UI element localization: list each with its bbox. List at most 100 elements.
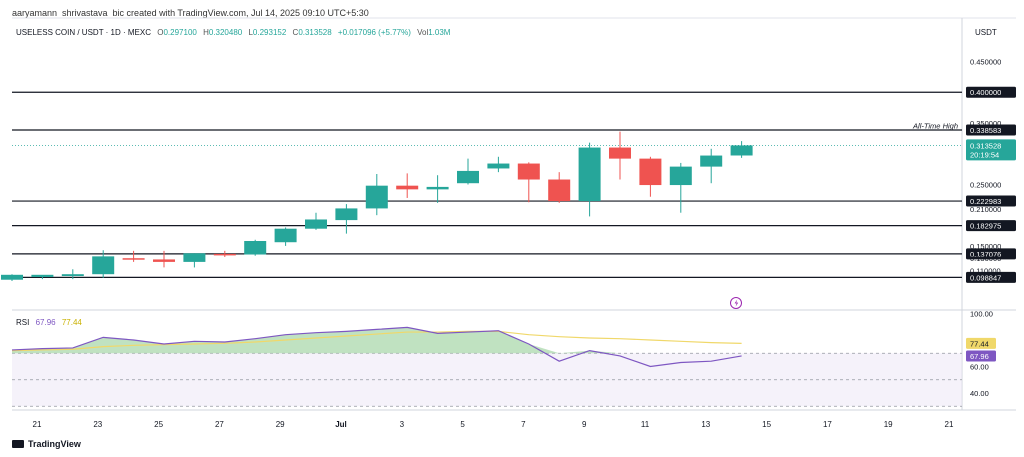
price-tick-label: 0.130000 [970,254,1001,263]
level-price-tag-label: 0.400000 [970,88,1001,97]
time-tick-label: 3 [400,420,405,429]
rsi-ma-tag [966,337,996,349]
low-value: 0.293152 [252,28,287,37]
candlestick-series [1,131,753,281]
open-label: O [157,28,164,37]
time-tick-label: 5 [460,420,465,429]
candle-body-up [31,274,54,277]
tradingview-logo-icon [12,440,24,448]
candle-body-down [639,158,662,186]
candle-body-up [365,185,388,209]
symbol-info-bar: USELESS COIN / USDT · 1D · MEXC O0.29710… [16,28,450,37]
time-tick-label: 13 [701,420,710,429]
rsi-ma-tag-label: 77.44 [970,339,989,348]
time-tick-label: 7 [521,420,526,429]
close-label: C [292,28,299,37]
level-price-tag [966,248,1016,260]
price-axis: 0.450000 0.350000 0.250000 0.210000 0.150000… [970,58,1001,276]
rsi-overbought-fill [12,327,742,354]
candle-body-up [1,274,23,280]
level-price-tag [966,195,1016,207]
price-tick-label: 0.210000 [970,205,1001,214]
time-tick-label: 21 [33,420,42,429]
candle-body-up [730,145,753,156]
volume-label: Vol [417,28,429,37]
symbol-name[interactable]: USELESS COIN / USDT · 1D · MEXC [16,28,151,37]
candle-body-up [92,256,115,275]
rsi-line [11,326,742,368]
candle-body-down [122,258,145,260]
volume-value: 1.03M [428,28,451,37]
high-label: H [203,28,209,37]
level-price-tag [966,271,1016,283]
rsi-legend: RSI 67.96 77.44 [16,318,82,327]
rsi-value-tag-label: 67.96 [970,352,989,361]
close-value: 0.313528 [298,28,332,37]
candle-body-up [335,208,358,221]
tradingview-logo[interactable]: TradingView [12,439,81,449]
rsi-label[interactable]: RSI [16,318,30,327]
level-price-tag-label: 0.338583 [970,126,1001,135]
rsi-ma-value: 77.44 [61,318,82,327]
level-price-tag-label: 0.137076 [970,250,1001,259]
candle-body-down [153,259,175,262]
price-grid [12,17,1016,411]
level-price-tag [966,124,1016,136]
rsi-pane: 100.00 60.00 40.00 77.44 67.96 [11,310,996,407]
candle-body-up [457,170,479,184]
change-value: +0.017096 (+5.77%) [337,28,411,37]
candle-body-down [548,179,571,202]
chart-attribution: aaryamann_shrivastava_bic created with T… [12,8,369,18]
time-tick-label: 29 [276,420,285,429]
candle-body-up [700,155,723,167]
current-price-label: 0.313528 [970,141,1001,150]
candle-body-up [578,147,601,202]
candle-body-up [669,166,692,186]
time-tick-label: 19 [884,420,893,429]
time-tick-label: 11 [641,420,650,429]
candle-body-up [61,274,84,277]
price-tick-label: 0.150000 [970,242,1001,251]
level-price-tag [966,86,1016,98]
level-price-tag-label: 0.182975 [970,222,1001,231]
candle-body-down [396,185,419,190]
all-time-high-label: All-Time High [912,121,958,130]
tradingview-brand: TradingView [28,439,81,449]
rsi-tick-label: 40.00 [970,389,989,398]
support-resistance-levels: 0.400000 0.338583 All-Time High 0.222983 0.1… [12,86,1016,283]
rsi-value-tag [966,350,996,362]
rsi-ma-line [11,330,742,352]
candle-body-up [426,186,449,190]
current-price-tag [966,139,1016,161]
price-tick-label: 0.250000 [970,180,1001,189]
time-axis: 21 23 25 27 29 Jul 3 5 7 9 11 13 15 17 19 21 [33,420,954,429]
candle-body-up [244,240,267,255]
candle-body-down [517,163,540,180]
level-price-tag [966,220,1016,232]
level-price-tag-label: 0.222983 [970,197,1001,206]
time-tick-label: 21 [945,420,954,429]
candle-body-down [213,253,236,256]
candle-body-up [487,163,510,169]
price-tick-label: 0.450000 [970,58,1001,67]
bar-countdown-label: 20:19:54 [970,150,999,159]
candle-body-down [609,147,631,159]
open-value: 0.297100 [163,28,197,37]
time-tick-label: 17 [823,420,832,429]
rsi-tick-label: 60.00 [970,363,989,372]
price-tick-label: 0.110000 [970,267,1001,276]
candle-body-up [274,228,297,243]
rsi-value: 67.96 [35,318,56,327]
time-tick-label: 25 [154,420,163,429]
time-tick-label: Jul [335,420,347,429]
time-tick-label: 15 [762,420,771,429]
low-label: L [248,28,253,37]
high-value: 0.320480 [208,28,243,37]
price-tick-label: 0.350000 [970,119,1001,128]
candle-body-up [183,253,206,262]
time-tick-label: 27 [215,420,224,429]
axis-currency[interactable]: USDT [975,28,997,37]
alert-icon[interactable] [730,297,742,309]
candle-body-up [305,219,327,229]
